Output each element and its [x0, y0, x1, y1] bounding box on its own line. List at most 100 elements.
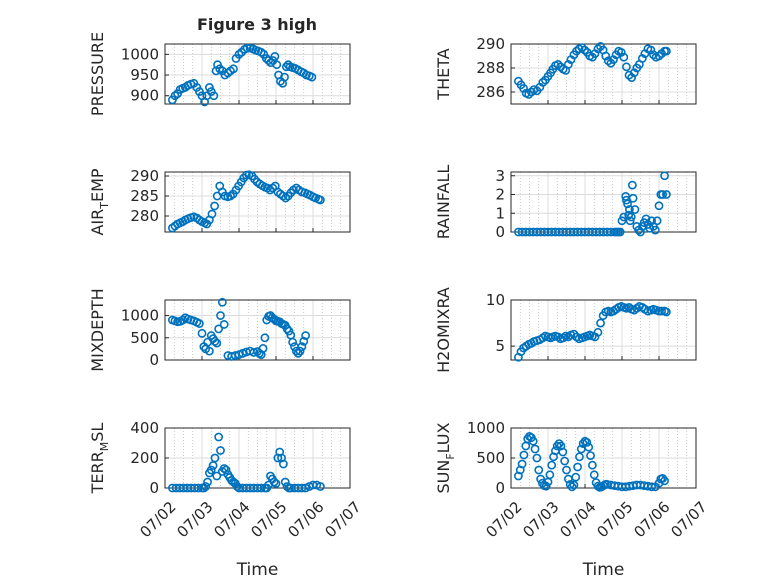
data-point — [567, 482, 577, 492]
data-point — [197, 328, 207, 338]
data-point — [641, 214, 651, 224]
data-point — [207, 209, 217, 219]
data-series — [167, 43, 317, 107]
data-point — [636, 227, 645, 237]
y-axis-label: TERRMSL — [88, 423, 111, 495]
data-point — [637, 54, 647, 63]
data-point — [654, 51, 664, 61]
data-point — [230, 351, 240, 360]
data-point — [214, 432, 224, 442]
data-series — [514, 302, 671, 362]
subplot-air-temp: 280 285 290 AIRTEMP — [88, 167, 351, 236]
data-point — [586, 451, 595, 460]
y-axis-label: RAINFALL — [434, 165, 453, 240]
y-tick-label: 290 — [130, 167, 159, 185]
y-tick-label: 1000 — [121, 45, 159, 63]
data-series — [514, 42, 671, 99]
data-point — [299, 336, 309, 346]
y-tick-label: 5 — [495, 337, 505, 355]
y-tick-label: 2 — [495, 186, 505, 204]
data-point — [249, 348, 259, 357]
data-point — [660, 476, 669, 486]
y-tick-label: 0 — [149, 479, 159, 497]
y-tick-label: 288 — [476, 59, 505, 77]
data-point — [271, 479, 281, 488]
y-tick-label: 286 — [476, 83, 505, 101]
data-point — [264, 56, 273, 65]
y-tick-label: 0 — [149, 351, 159, 369]
data-point — [280, 72, 289, 82]
data-point — [528, 436, 538, 446]
data-point — [201, 482, 211, 491]
data-point — [538, 78, 548, 87]
y-tick-label: 10 — [486, 291, 505, 309]
subplot-pressure: 900 950 1000 PRESSURE — [88, 32, 351, 116]
data-point — [282, 324, 292, 334]
data-point — [269, 477, 279, 487]
y-tick-label: 1000 — [121, 307, 159, 325]
data-point — [219, 464, 229, 473]
data-point — [315, 195, 325, 205]
data-point — [229, 64, 238, 74]
y-tick-label: 500 — [130, 329, 159, 347]
y-tick-label: 1000 — [467, 419, 505, 437]
y-tick-label: 290 — [476, 35, 505, 53]
data-point — [212, 338, 222, 348]
y-tick-label: 950 — [130, 66, 159, 84]
data-point — [562, 465, 571, 475]
subplot-h2omixra: 5 10 H2OMIXRA — [434, 287, 697, 373]
data-point — [654, 201, 664, 211]
y-axis-label: H2OMIXRA — [434, 287, 453, 373]
data-point — [517, 459, 527, 469]
y-tick-label: 900 — [130, 87, 159, 105]
y-tick-label: 500 — [476, 449, 505, 467]
data-point — [630, 205, 640, 214]
data-point — [647, 216, 656, 226]
data-point — [216, 446, 225, 455]
data-point — [195, 319, 204, 328]
data-point — [210, 453, 220, 463]
data-point — [199, 483, 209, 493]
data-point — [281, 62, 291, 72]
data-point — [256, 483, 266, 493]
data-point — [649, 50, 658, 60]
data-point — [571, 472, 581, 482]
data-point — [206, 465, 216, 475]
data-point — [603, 56, 613, 66]
data-point — [658, 190, 668, 199]
data-point — [524, 90, 534, 99]
data-point — [293, 348, 303, 358]
data-point — [547, 460, 557, 470]
data-point — [650, 225, 660, 235]
data-point — [601, 51, 611, 61]
data-point — [589, 470, 599, 480]
data-point — [536, 474, 545, 484]
data-point — [204, 346, 214, 356]
data-point — [575, 452, 584, 462]
data-point — [596, 318, 605, 328]
x-axis-label: Time — [236, 560, 279, 580]
data-point — [260, 333, 270, 343]
y-axis-label: PRESSURE — [88, 32, 107, 116]
data-point — [660, 171, 669, 181]
y-tick-label: 0 — [495, 479, 505, 497]
data-point — [629, 68, 639, 78]
subplot-theta: 286 288 290 THETA — [434, 35, 697, 105]
data-point — [295, 346, 305, 356]
axes-box — [164, 171, 351, 233]
axes-box — [510, 299, 697, 361]
data-point — [624, 70, 634, 80]
data-point — [657, 306, 666, 316]
data-point — [584, 442, 594, 452]
data-series — [514, 171, 671, 237]
axes-box — [164, 43, 351, 105]
data-point — [662, 307, 671, 317]
data-series — [514, 431, 669, 492]
data-point — [616, 48, 626, 57]
y-axis-label: THETA — [434, 48, 453, 100]
data-point — [622, 62, 631, 72]
data-point — [204, 83, 214, 92]
data-point — [662, 190, 671, 199]
